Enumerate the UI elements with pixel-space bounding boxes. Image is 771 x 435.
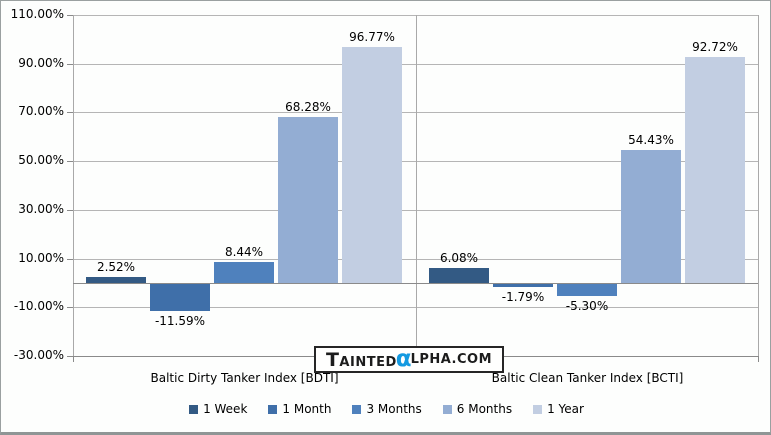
x-axis-tick-mark [73, 356, 74, 362]
plot-border-right [758, 15, 759, 356]
bar [86, 277, 146, 283]
bar [557, 283, 617, 296]
gridline [73, 112, 758, 113]
gridline [73, 161, 758, 162]
bar [214, 262, 274, 283]
bar [342, 47, 402, 283]
bar-value-label: -1.79% [501, 290, 545, 304]
legend: 1 Week 1 Month 3 Months 6 Months 1 Year [1, 402, 770, 416]
bar [621, 150, 681, 283]
category-label: Baltic Clean Tanker Index [BCTI] [491, 371, 684, 385]
category-label: Baltic Dirty Tanker Index [BDTI] [150, 371, 339, 385]
watermark-text-suffix: lpha.com [410, 352, 493, 367]
y-axis-tick-label: 30.00% [18, 202, 64, 216]
bar-value-label: 2.52% [96, 260, 136, 274]
legend-label: 1 Month [282, 402, 332, 416]
legend-swatch [268, 404, 278, 414]
legend-swatch [533, 404, 543, 414]
legend-item: 1 Year [533, 402, 584, 416]
legend-swatch [189, 404, 199, 414]
bar-value-label: 92.72% [692, 40, 738, 54]
bar-value-label: 68.28% [285, 100, 331, 114]
plot-border-left [73, 15, 74, 356]
y-axis-tick-mark [67, 210, 73, 211]
zero-baseline [73, 283, 758, 284]
legend-item: 6 Months [442, 402, 513, 416]
legend-swatch [352, 404, 362, 414]
category-divider [416, 15, 417, 356]
y-axis-tick-label: -30.00% [13, 348, 64, 362]
legend-label: 1 Year [547, 402, 584, 416]
watermark-box: Tainted α lpha.com [314, 346, 504, 373]
y-axis-tick-mark [67, 356, 73, 357]
bar [685, 57, 745, 283]
bar-value-label: 8.44% [224, 245, 264, 259]
bar [429, 268, 489, 283]
y-axis-tick-label: 10.00% [18, 251, 64, 265]
gridline [73, 210, 758, 211]
legend-item: 1 Month [268, 402, 331, 416]
y-axis-tick-label: 110.00% [10, 7, 64, 21]
watermark-alpha-glyph: α [395, 345, 412, 372]
bar-value-label: 54.43% [628, 133, 674, 147]
legend-item: 3 Months [352, 402, 422, 416]
y-axis-tick-mark [67, 112, 73, 113]
watermark-text-prefix: Tainted [325, 348, 397, 371]
bar [278, 117, 338, 283]
legend-label: 3 Months [366, 402, 422, 416]
gridline [73, 15, 758, 16]
bar [493, 283, 553, 287]
legend-label: 6 Months [456, 402, 513, 416]
y-axis-tick-mark [67, 64, 73, 65]
legend-item: 1 Week [189, 402, 247, 416]
gridline [73, 307, 758, 308]
y-axis-tick-label: -10.00% [13, 299, 64, 313]
legend-label: 1 Week [203, 402, 248, 416]
y-axis-tick-mark [67, 15, 73, 16]
gridline [73, 259, 758, 260]
gridline [73, 64, 758, 65]
bar-value-label: 96.77% [349, 30, 395, 44]
legend-swatch [442, 404, 452, 414]
bar-value-label: -5.30% [565, 299, 609, 313]
bar [150, 283, 210, 311]
y-axis-tick-mark [67, 161, 73, 162]
bar-value-label: -11.59% [154, 314, 206, 328]
y-axis-tick-label: 50.00% [18, 153, 64, 167]
y-axis-tick-label: 70.00% [18, 104, 64, 118]
bar-value-label: 6.08% [439, 251, 479, 265]
y-axis-tick-label: 90.00% [18, 56, 64, 70]
y-axis-tick-mark [67, 307, 73, 308]
y-axis-tick-mark [67, 259, 73, 260]
x-axis-tick-mark [758, 356, 759, 362]
